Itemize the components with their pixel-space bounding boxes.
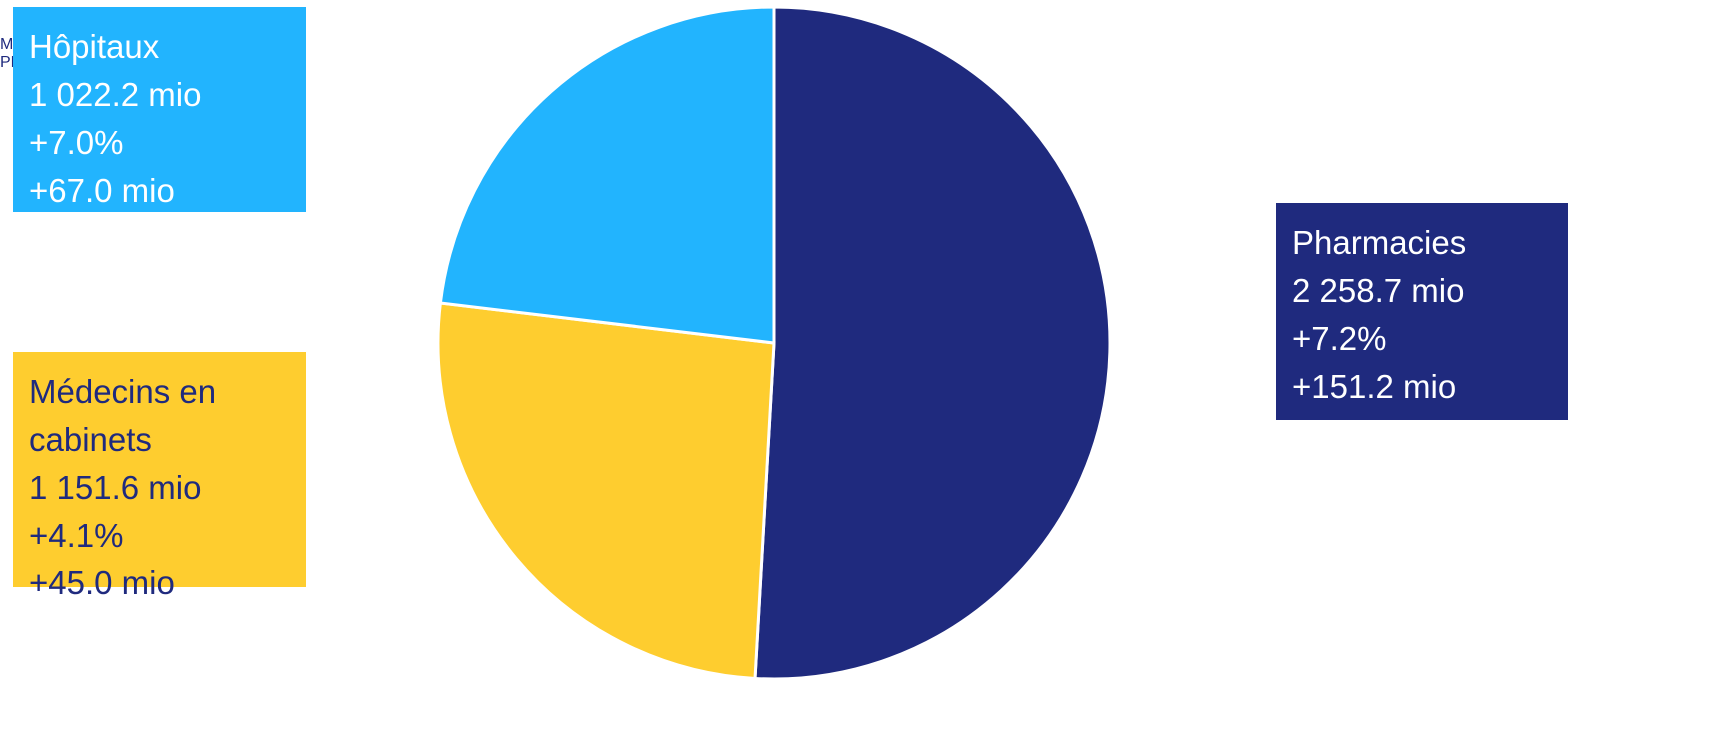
info-line: +4.1% (29, 516, 124, 554)
info-line: 2 258.7 mio (1292, 271, 1465, 309)
info-line: Hôpitaux (29, 28, 160, 65)
info-line: Médecins en cabinets (29, 373, 217, 458)
info-line: +7.0% (29, 123, 124, 161)
info-box: Médecins en cabinets 1 151.6 mio +4.1% +45.… (13, 352, 306, 601)
pie-slice (438, 5, 776, 345)
info-line: +67.0 mio (29, 171, 175, 209)
info-box: Pharmacies 2 258.7 mio +7.2% +151.2 mio (1276, 203, 1568, 420)
info-line: +7.2% (1292, 319, 1387, 357)
info-line: Pharmacies (1292, 224, 1467, 261)
info-line: 1 151.6 mio (29, 468, 202, 506)
info-line: +151.2 mio (1292, 367, 1457, 405)
info-line: 1 022.2 mio (29, 75, 202, 113)
info-line: +45.0 mio (29, 564, 175, 602)
info-box: Hôpitaux 1 022.2 mio +7.0% +67.0 mio (13, 7, 306, 212)
pie-slice (436, 301, 776, 681)
pie-slice (753, 5, 1112, 681)
